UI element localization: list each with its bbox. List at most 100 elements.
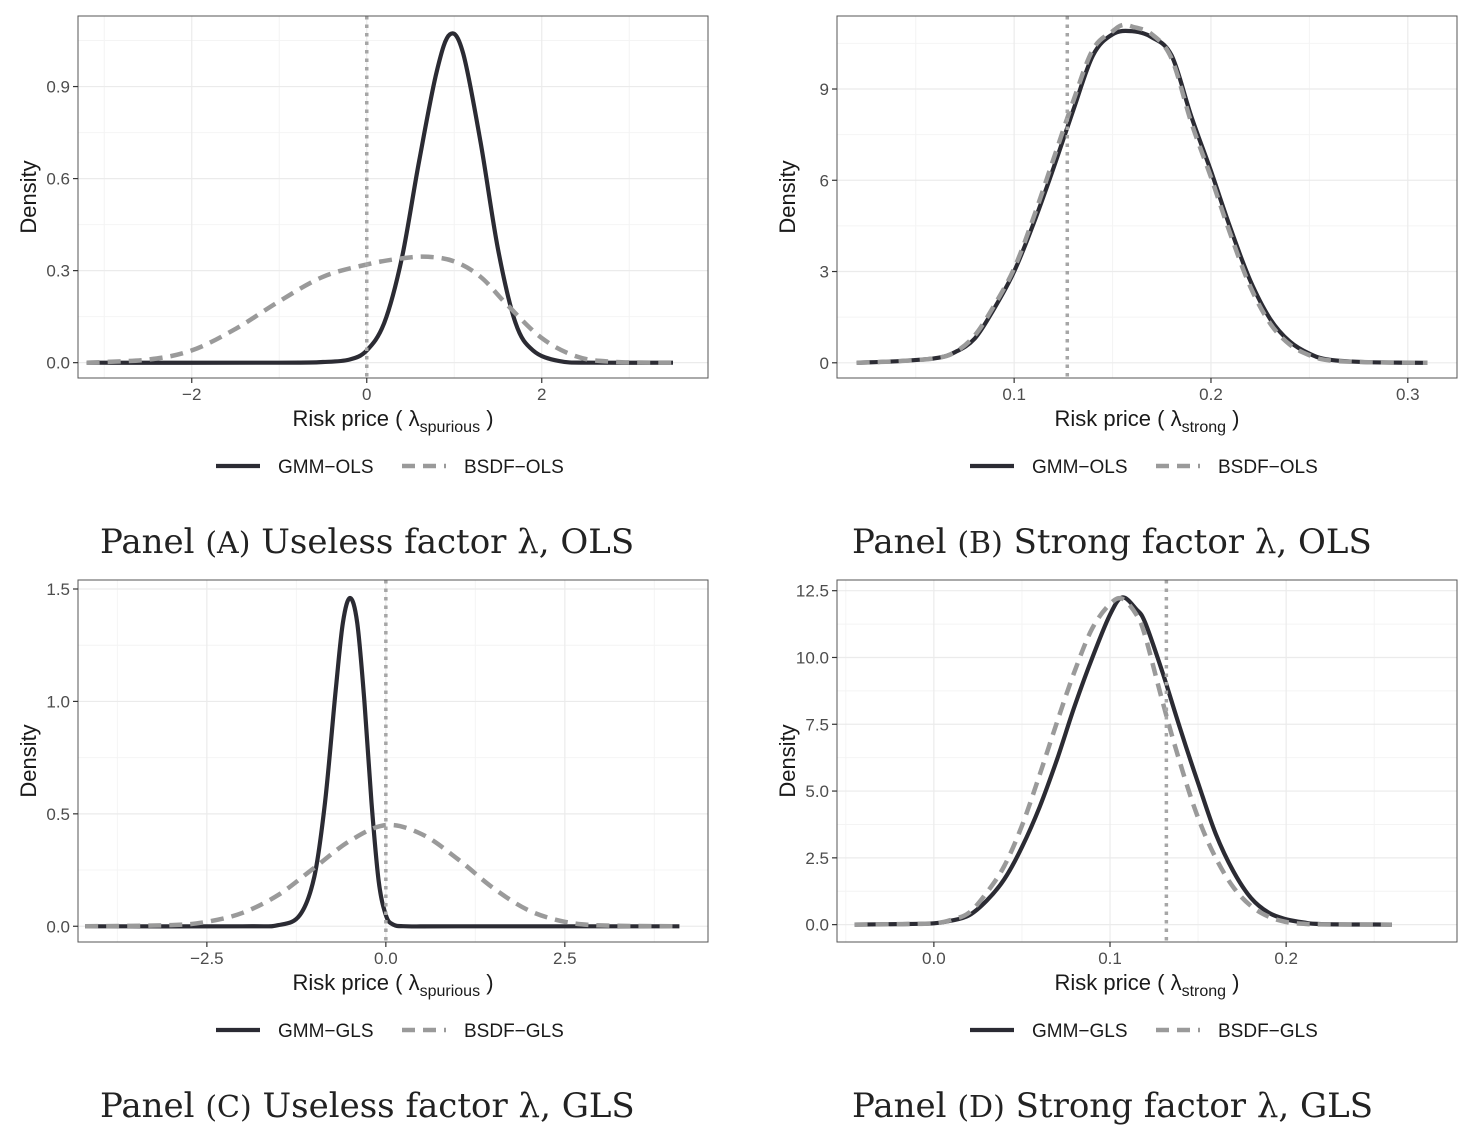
legend: GMM−GLS BSDF−GLS [216,1021,564,1042]
y-axis-title: Density [16,160,41,233]
major-grid [78,16,708,378]
series-line-dashed [85,822,680,929]
caption-text: Strong factor λ, OLS [1013,522,1372,562]
x-tick-label: 2.5 [553,949,577,968]
chart-svg-b: 0.1 0.2 0.3 0 3 6 9 Density Risk price ( λstrong… [775,15,1458,478]
series-line-dashed [854,595,1392,927]
x-axis-title: Risk price ( λstrong ) [1054,970,1239,1000]
major-grid [837,16,1457,378]
x-axis-title-main: Risk price ( λ [1054,406,1181,431]
y-tick-label: 3 [820,263,829,282]
y-axis-title: Density [775,724,800,797]
x-tick-label: −2 [182,385,201,404]
x-axis-title-subscript: strong [1182,419,1226,436]
x-tick-label: 0.3 [1396,385,1420,404]
legend-label-solid: GMM−GLS [1032,1021,1128,1042]
plot-border [836,579,1458,943]
x-axis-title-main: Risk price ( λ [1054,970,1181,995]
panel-caption: Panel (A) Useless factor λ, OLS [100,522,634,562]
x-tick-label: −2.5 [190,949,224,968]
x-axis-title: Risk price ( λspurious ) [292,406,493,436]
y-axis-title: Density [775,160,800,233]
x-tick-label: 0.1 [1002,385,1026,404]
y-tick-label: 1.0 [46,692,70,711]
x-axis-title-end: ) [1226,970,1239,995]
x-tick-label: 0.0 [922,949,946,968]
x-axis-title-subscript: spurious [420,419,480,436]
panel-caption: Panel (B) Strong factor λ, OLS [852,522,1372,562]
chart-svg-c: −2.5 0.0 2.5 0.0 0.5 1.0 1.5 Density Risk price … [16,579,709,1042]
caption-label: (D) [957,1090,1005,1125]
x-axis-title: Risk price ( λspurious ) [292,970,493,1000]
caption-text: Useless factor λ, GLS [262,1086,635,1126]
legend-label-dashed: BSDF−OLS [1218,457,1318,478]
legend-label-solid: GMM−OLS [1032,457,1128,478]
y-tick-label: 10.0 [796,648,829,667]
caption-text: Strong factor λ, GLS [1015,1086,1374,1126]
y-tick-label: 0 [820,354,829,373]
legend-label-solid: GMM−OLS [278,457,374,478]
series-line-dashed [86,254,674,365]
y-tick-label: 0.3 [46,262,70,281]
caption-prefix: Panel [100,522,195,562]
caption-text: Useless factor λ, OLS [261,522,635,562]
x-axis-title-end: ) [480,406,493,431]
y-tick-label: 0.0 [805,916,829,935]
x-tick-label: 0.2 [1274,949,1298,968]
legend-label-solid: GMM−GLS [278,1021,374,1042]
panel-b: 0.1 0.2 0.3 0 3 6 9 Density Risk price ( λstrong… [733,0,1466,570]
caption-label: (A) [205,526,251,561]
panel-a: −2 0 2 0.0 0.3 0.6 0.9 Density Risk price ( λspu… [0,0,733,570]
panel-caption: Panel (C) Useless factor λ, GLS [100,1086,635,1126]
caption-label: (B) [957,526,1003,561]
major-grid [78,580,708,942]
panel-d: 0.0 0.1 0.2 0.0 2.5 5.0 7.5 10.0 12.5 Density Risk… [733,564,1466,1134]
legend: GMM−OLS BSDF−OLS [970,457,1318,478]
legend: GMM−GLS BSDF−GLS [970,1021,1318,1042]
minor-grid [78,580,708,942]
y-axis-title: Density [16,724,41,797]
legend: GMM−OLS BSDF−OLS [216,457,564,478]
x-axis-title: Risk price ( λstrong ) [1054,406,1239,436]
plot-border [836,15,1458,379]
x-axis-title-end: ) [480,970,493,995]
x-axis-title-subscript: spurious [420,983,480,1000]
y-tick-label: 2.5 [805,849,829,868]
panel-c: −2.5 0.0 2.5 0.0 0.5 1.0 1.5 Density Risk price … [0,564,733,1134]
legend-label-dashed: BSDF−GLS [464,1021,564,1042]
plot-border [77,15,709,379]
series-line-solid [854,595,1392,927]
x-tick-label: 0.2 [1199,385,1223,404]
plot-border [77,579,709,943]
legend-label-dashed: BSDF−OLS [464,457,564,478]
x-tick-label: 2 [537,385,546,404]
y-tick-label: 0.0 [46,917,70,936]
caption-prefix: Panel [852,522,947,562]
y-tick-label: 1.5 [46,580,70,599]
x-axis-title-main: Risk price ( λ [292,406,419,431]
y-tick-label: 12.5 [796,582,829,601]
minor-grid [837,580,1457,942]
y-tick-label: 9 [820,80,829,99]
y-tick-label: 5.0 [805,782,829,801]
series-line-solid [856,28,1428,365]
chart-svg-d: 0.0 0.1 0.2 0.0 2.5 5.0 7.5 10.0 12.5 Density Risk… [775,579,1458,1042]
x-axis-title-end: ) [1226,406,1239,431]
y-tick-label: 0.0 [46,354,70,373]
series-line-solid [86,31,674,365]
panel-caption: Panel (D) Strong factor λ, GLS [852,1086,1373,1126]
series-line-dashed [856,22,1428,366]
y-tick-label: 0.5 [46,805,70,824]
minor-grid [78,16,708,378]
x-axis-title-main: Risk price ( λ [292,970,419,995]
series-line-solid [85,595,680,929]
y-tick-label: 7.5 [805,715,829,734]
caption-prefix: Panel [100,1086,195,1126]
caption-prefix: Panel [852,1086,947,1126]
x-tick-label: 0.0 [374,949,398,968]
y-tick-label: 6 [820,171,829,190]
y-tick-label: 0.6 [46,170,70,189]
caption-label: (C) [205,1090,252,1125]
x-tick-label: 0.1 [1098,949,1122,968]
chart-svg-a: −2 0 2 0.0 0.3 0.6 0.9 Density Risk price ( λspu… [16,15,709,478]
